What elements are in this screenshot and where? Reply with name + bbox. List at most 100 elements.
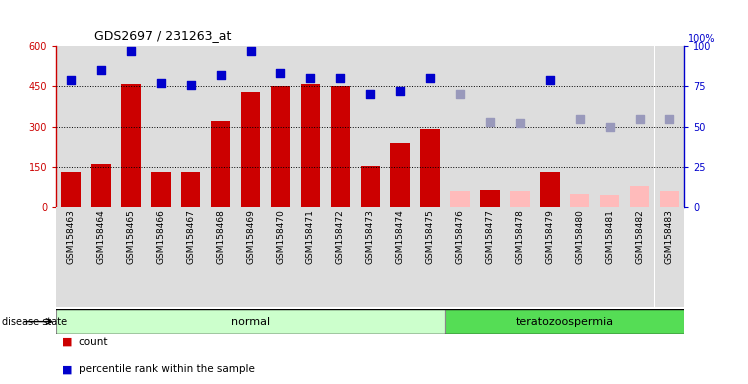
Bar — [121, 84, 141, 207]
Bar — [475, 207, 505, 307]
Text: GSM158470: GSM158470 — [276, 209, 285, 264]
Bar — [565, 46, 595, 207]
Bar — [206, 207, 236, 307]
Point — [484, 119, 496, 125]
Point — [304, 75, 316, 81]
Text: ■: ■ — [62, 364, 73, 374]
Text: GSM158479: GSM158479 — [545, 209, 554, 264]
Bar — [475, 46, 505, 207]
Bar — [390, 143, 410, 207]
Bar — [146, 207, 176, 307]
Bar — [241, 92, 260, 207]
Text: disease state: disease state — [2, 316, 67, 327]
Bar — [630, 186, 649, 207]
Bar — [600, 195, 619, 207]
Point — [604, 124, 616, 130]
Bar — [331, 86, 350, 207]
Bar — [420, 129, 440, 207]
Text: GSM158474: GSM158474 — [396, 209, 405, 264]
Text: GSM158465: GSM158465 — [126, 209, 135, 264]
Bar — [445, 309, 684, 334]
Bar — [505, 46, 535, 207]
Text: ■: ■ — [62, 337, 73, 347]
Bar — [61, 172, 81, 207]
Bar — [295, 46, 325, 207]
Bar — [654, 207, 684, 307]
Bar — [535, 46, 565, 207]
Text: percentile rank within the sample: percentile rank within the sample — [79, 364, 254, 374]
Bar — [271, 86, 290, 207]
Point — [514, 121, 526, 127]
Text: GDS2697 / 231263_at: GDS2697 / 231263_at — [94, 29, 231, 42]
Bar — [211, 121, 230, 207]
Bar — [151, 172, 171, 207]
Bar — [266, 207, 295, 307]
Point — [125, 48, 137, 54]
Bar — [176, 207, 206, 307]
Bar — [535, 207, 565, 307]
Text: GSM158472: GSM158472 — [336, 209, 345, 264]
Point — [574, 116, 586, 122]
Point — [95, 67, 107, 73]
Bar — [415, 46, 445, 207]
Bar — [236, 207, 266, 307]
Bar — [385, 207, 415, 307]
Text: teratozoospermia: teratozoospermia — [515, 316, 614, 327]
Bar — [325, 207, 355, 307]
Bar — [86, 207, 116, 307]
Bar — [56, 207, 86, 307]
Point — [245, 48, 257, 54]
Bar — [570, 194, 589, 207]
Bar — [325, 46, 355, 207]
Bar — [91, 164, 111, 207]
Bar — [505, 207, 535, 307]
Bar — [450, 191, 470, 207]
Text: count: count — [79, 337, 108, 347]
Bar — [445, 207, 475, 307]
Bar — [565, 207, 595, 307]
Point — [394, 88, 406, 94]
Bar — [540, 172, 560, 207]
Point — [663, 116, 675, 122]
Point — [275, 70, 286, 76]
Bar — [361, 166, 380, 207]
Text: GSM158480: GSM158480 — [575, 209, 584, 264]
Text: GSM158471: GSM158471 — [306, 209, 315, 264]
Bar — [625, 46, 654, 207]
Bar — [660, 191, 679, 207]
Point — [334, 75, 346, 81]
Bar — [236, 46, 266, 207]
Text: GSM158466: GSM158466 — [156, 209, 165, 264]
Bar — [415, 207, 445, 307]
Text: GSM158469: GSM158469 — [246, 209, 255, 264]
Bar — [86, 46, 116, 207]
Bar — [510, 191, 530, 207]
Bar — [116, 207, 146, 307]
Bar — [385, 46, 415, 207]
Text: GSM158468: GSM158468 — [216, 209, 225, 264]
Bar — [146, 46, 176, 207]
Bar — [445, 46, 475, 207]
Bar — [625, 207, 654, 307]
Text: GSM158464: GSM158464 — [96, 209, 105, 264]
Point — [215, 72, 227, 78]
Text: GSM158477: GSM158477 — [485, 209, 494, 264]
Text: GSM158478: GSM158478 — [515, 209, 524, 264]
Bar — [181, 172, 200, 207]
Text: GSM158473: GSM158473 — [366, 209, 375, 264]
Point — [544, 77, 556, 83]
Point — [155, 80, 167, 86]
Bar — [266, 46, 295, 207]
Bar — [654, 46, 684, 207]
Point — [454, 91, 466, 98]
Bar — [595, 46, 625, 207]
Point — [364, 91, 376, 98]
Bar — [355, 46, 385, 207]
Text: GSM158476: GSM158476 — [456, 209, 465, 264]
Point — [424, 75, 436, 81]
Text: GSM158475: GSM158475 — [426, 209, 435, 264]
Text: 100%: 100% — [688, 34, 716, 44]
Text: GSM158467: GSM158467 — [186, 209, 195, 264]
Text: GSM158481: GSM158481 — [605, 209, 614, 264]
Point — [185, 82, 197, 88]
